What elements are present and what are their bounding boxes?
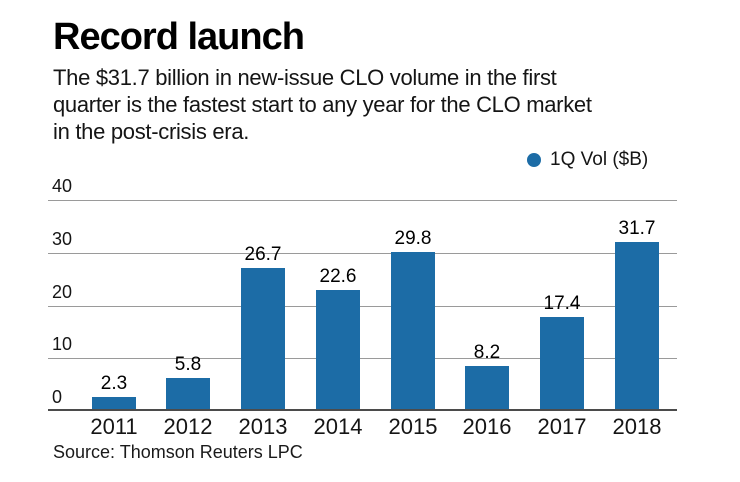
bar-2014 <box>316 290 360 409</box>
bar-value-label: 22.6 <box>319 266 357 287</box>
legend-label: 1Q Vol ($B) <box>550 149 649 170</box>
bar-value-label: 29.8 <box>394 228 432 249</box>
y-tick-label: 40 <box>52 176 73 196</box>
x-tick-label: 2013 <box>238 414 288 439</box>
bar-value-label: 2.3 <box>100 373 128 394</box>
plot-area: 2.3 5.8 26.7 22.6 29.8 8.2 17.4 31.7 <box>48 200 677 411</box>
bar-2011 <box>92 397 136 409</box>
x-axis-line <box>48 409 677 411</box>
x-tick-label: 2014 <box>313 414 363 439</box>
y-tick-label: 10 <box>52 334 73 354</box>
chart-subtitle: The $31.7 billion in new-issue CLO volum… <box>53 64 592 145</box>
y-tick-label: 20 <box>52 282 73 302</box>
gridline <box>48 358 677 359</box>
x-tick-label: 2017 <box>537 414 587 439</box>
x-tick-label: 2011 <box>90 414 138 439</box>
x-tick-label: 2012 <box>163 414 213 439</box>
legend: 1Q Vol ($B) <box>527 149 648 171</box>
bar-value-label: 31.7 <box>618 218 656 239</box>
bar-2018 <box>615 242 659 409</box>
bar-2012 <box>166 378 210 409</box>
bar-value-label: 26.7 <box>244 244 282 265</box>
y-tick-label: 0 <box>52 387 63 407</box>
x-tick-label: 2016 <box>462 414 512 439</box>
source-attribution: Source: Thomson Reuters LPC <box>53 442 303 462</box>
subtitle-line: The $31.7 billion in new-issue CLO volum… <box>53 65 557 90</box>
page-title: Record launch <box>53 16 305 58</box>
gridline <box>48 200 677 201</box>
bar-2013 <box>241 268 285 409</box>
gridline <box>48 306 677 307</box>
bar-2016 <box>465 366 509 409</box>
bar-value-label: 17.4 <box>543 293 581 314</box>
legend-marker-dot <box>527 153 541 167</box>
bar-2017 <box>540 317 584 409</box>
y-tick-label: 30 <box>52 229 73 249</box>
x-tick-label: 2015 <box>388 414 438 439</box>
bar-value-label: 8.2 <box>473 342 501 363</box>
subtitle-line: quarter is the fastest start to any year… <box>53 92 592 117</box>
gridline <box>48 253 677 254</box>
bar-value-label: 5.8 <box>174 354 202 375</box>
subtitle-line: in the post-crisis era. <box>53 119 250 144</box>
x-tick-label: 2018 <box>612 414 662 439</box>
bar-2015 <box>391 252 435 409</box>
